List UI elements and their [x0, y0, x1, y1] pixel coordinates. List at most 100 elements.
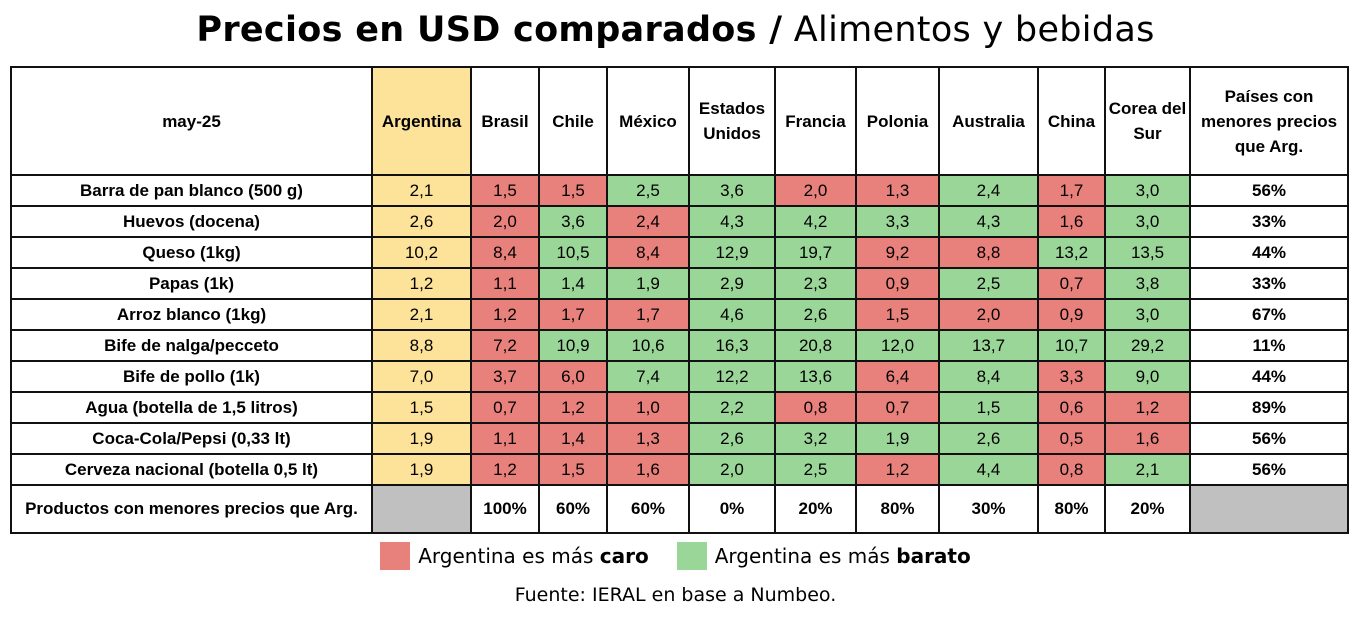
- price-cell: 19,7: [774, 236, 857, 269]
- legend-barato-bold: barato: [896, 544, 971, 568]
- price-cell: 1,1: [470, 422, 540, 455]
- price-cell: 1,2: [470, 298, 540, 331]
- price-cell: 1,2: [1104, 391, 1191, 424]
- price-cell: 29,2: [1104, 329, 1191, 362]
- price-cell: 1,0: [606, 391, 690, 424]
- summary-label: Productos con menores precios que Arg.: [10, 484, 373, 534]
- price-cell: 3,2: [774, 422, 857, 455]
- summary-pct-cell: 20%: [774, 484, 857, 534]
- summary-pct-cell: 30%: [938, 484, 1039, 534]
- argentina-price-cell: 10,2: [371, 236, 472, 269]
- price-cell: 1,2: [538, 391, 608, 424]
- argentina-price-cell: 2,1: [371, 174, 472, 207]
- price-cell: 9,2: [855, 236, 940, 269]
- price-cell: 7,4: [606, 360, 690, 393]
- legend-barato-prefix: Argentina es más: [714, 544, 897, 568]
- price-cell: 4,3: [688, 205, 776, 238]
- column-header-pct: Países con menores precios que Arg.: [1189, 66, 1349, 176]
- price-cell: 2,5: [606, 174, 690, 207]
- price-cell: 12,9: [688, 236, 776, 269]
- legend-item-caro: Argentina es más caro: [380, 542, 649, 570]
- price-cell: 1,2: [855, 453, 940, 486]
- price-cell: 4,4: [938, 453, 1039, 486]
- price-cell: 0,7: [855, 391, 940, 424]
- title-bold: Precios en USD comparados /: [196, 10, 783, 50]
- price-cell: 1,9: [855, 422, 940, 455]
- price-cell: 4,6: [688, 298, 776, 331]
- summary-pct-cell: 60%: [538, 484, 608, 534]
- price-cell: 3,6: [688, 174, 776, 207]
- price-cell: 10,9: [538, 329, 608, 362]
- price-cell: 8,4: [938, 360, 1039, 393]
- price-cell: 3,0: [1104, 298, 1191, 331]
- table-row: Barra de pan blanco (500 g) 2,1 1,5 1,5 2,5 3…: [10, 174, 1349, 207]
- price-cell: 3,6: [538, 205, 608, 238]
- price-cell: 2,6: [938, 422, 1039, 455]
- summary-pct-cell: 100%: [470, 484, 540, 534]
- column-header: México: [606, 66, 690, 176]
- price-cell: 2,3: [774, 267, 857, 300]
- row-label: Huevos (docena): [10, 205, 373, 238]
- price-cell: 2,4: [938, 174, 1039, 207]
- table-row: Cerveza nacional (botella 0,5 lt) 1,9 1,2 1…: [10, 453, 1349, 486]
- argentina-price-cell: 2,6: [371, 205, 472, 238]
- price-cell: 0,7: [1037, 267, 1106, 300]
- row-label: Papas (1k): [10, 267, 373, 300]
- price-cell: 3,3: [1037, 360, 1106, 393]
- row-label: Cerveza nacional (botella 0,5 lt): [10, 453, 373, 486]
- summary-pct-cell: 80%: [1037, 484, 1106, 534]
- price-cell: 7,2: [470, 329, 540, 362]
- price-cell: 1,6: [1037, 205, 1106, 238]
- price-cell: 4,2: [774, 205, 857, 238]
- row-pct-cell: 33%: [1189, 205, 1349, 238]
- summary-pct-cell: 60%: [606, 484, 690, 534]
- price-cell: 1,5: [855, 298, 940, 331]
- price-cell: 2,6: [774, 298, 857, 331]
- price-cell: 8,4: [470, 236, 540, 269]
- row-label: Agua (botella de 1,5 litros): [10, 391, 373, 424]
- price-cell: 3,0: [1104, 205, 1191, 238]
- price-cell: 4,3: [938, 205, 1039, 238]
- row-pct-cell: 44%: [1189, 360, 1349, 393]
- column-header: Brasil: [470, 66, 540, 176]
- argentina-price-cell: 1,5: [371, 391, 472, 424]
- legend-swatch-caro: [380, 542, 411, 570]
- price-cell: 2,9: [688, 267, 776, 300]
- price-cell: 2,4: [606, 205, 690, 238]
- column-header: Corea del Sur: [1104, 66, 1191, 176]
- row-pct-cell: 67%: [1189, 298, 1349, 331]
- price-cell: 1,2: [470, 453, 540, 486]
- column-header: Argentina: [371, 66, 472, 176]
- price-cell: 1,7: [538, 298, 608, 331]
- price-cell: 16,3: [688, 329, 776, 362]
- table-row: Agua (botella de 1,5 litros) 1,5 0,7 1,2 1,0…: [10, 391, 1349, 424]
- price-cell: 1,6: [606, 453, 690, 486]
- price-cell: 1,4: [538, 267, 608, 300]
- row-pct-cell: 89%: [1189, 391, 1349, 424]
- price-cell: 13,5: [1104, 236, 1191, 269]
- price-cell: 0,8: [1037, 453, 1106, 486]
- price-cell: 2,0: [774, 174, 857, 207]
- price-cell: 2,5: [938, 267, 1039, 300]
- row-label: Bife de pollo (1k): [10, 360, 373, 393]
- column-header: Polonia: [855, 66, 940, 176]
- price-cell: 1,7: [606, 298, 690, 331]
- row-pct-cell: 44%: [1189, 236, 1349, 269]
- price-cell: 10,7: [1037, 329, 1106, 362]
- row-pct-cell: 11%: [1189, 329, 1349, 362]
- summary-empty-cell: [371, 484, 472, 534]
- argentina-price-cell: 8,8: [371, 329, 472, 362]
- price-cell: 8,8: [938, 236, 1039, 269]
- price-cell: 3,7: [470, 360, 540, 393]
- legend-swatch-barato: [676, 542, 707, 570]
- price-cell: 2,0: [470, 205, 540, 238]
- table-row: Arroz blanco (1kg) 2,1 1,2 1,7 1,7 4,6 2,6 1,5 2…: [10, 298, 1349, 331]
- price-cell: 0,7: [470, 391, 540, 424]
- row-label: Arroz blanco (1kg): [10, 298, 373, 331]
- summary-row: Productos con menores precios que Arg. 10…: [10, 484, 1349, 534]
- price-cell: 1,4: [538, 422, 608, 455]
- price-cell: 6,0: [538, 360, 608, 393]
- price-cell: 9,0: [1104, 360, 1191, 393]
- argentina-price-cell: 7,0: [371, 360, 472, 393]
- legend-caro-bold: caro: [599, 544, 649, 568]
